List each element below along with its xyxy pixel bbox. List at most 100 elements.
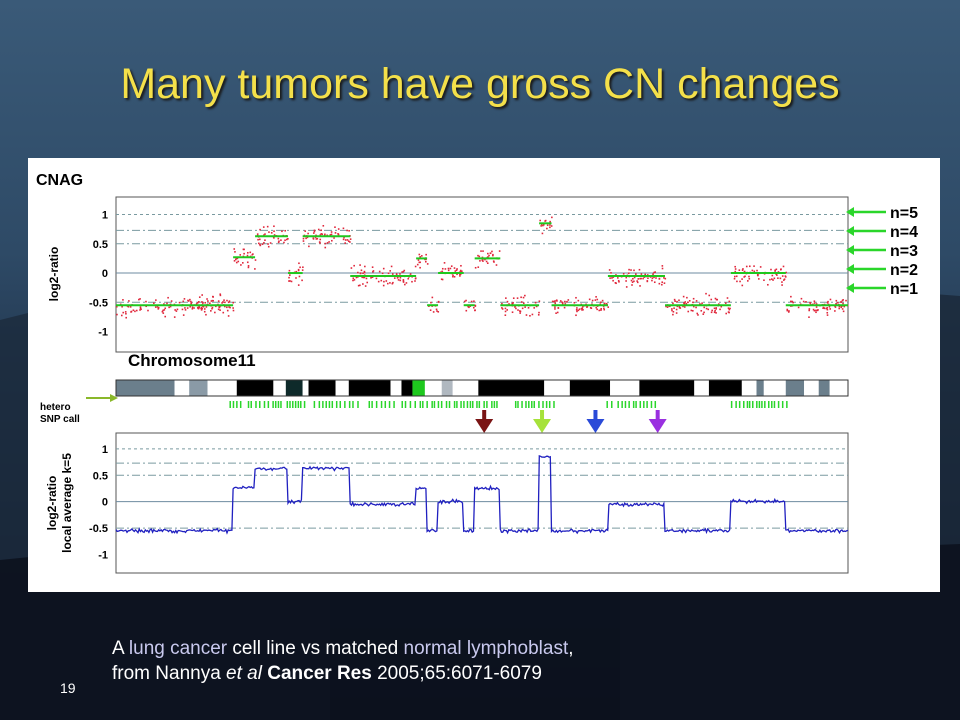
y-tick-label: -0.5 (89, 297, 108, 309)
data-point (312, 232, 315, 234)
data-point (598, 309, 601, 312)
data-point (418, 261, 421, 264)
snp-call-mark (263, 401, 266, 408)
data-point (506, 300, 509, 303)
data-point (334, 226, 336, 228)
data-point (674, 300, 676, 302)
snp-call-mark (767, 401, 770, 408)
data-point (301, 269, 304, 271)
data-point (652, 273, 654, 276)
data-point (493, 261, 495, 263)
data-point (198, 305, 200, 308)
data-point (168, 306, 170, 309)
data-point (324, 242, 327, 245)
snp-call-mark (777, 401, 780, 408)
data-point (156, 306, 159, 308)
snp-call-mark (748, 401, 751, 408)
data-point (316, 237, 319, 240)
data-point (774, 270, 776, 272)
data-point (679, 307, 682, 309)
data-point (207, 300, 209, 302)
data-point (122, 311, 125, 314)
data-point (219, 294, 222, 297)
snp-call-mark (466, 401, 469, 408)
copy-number-arrowhead (846, 283, 854, 293)
snp-call-mark (303, 401, 306, 408)
data-point (642, 277, 644, 280)
data-point (246, 261, 249, 264)
data-point (628, 268, 630, 271)
data-point (140, 308, 142, 311)
data-point (633, 280, 635, 283)
data-point (233, 260, 236, 262)
data-point (399, 276, 402, 279)
data-point (297, 269, 300, 272)
data-point (219, 309, 221, 311)
data-point (187, 299, 189, 302)
data-point (214, 311, 216, 314)
data-point (792, 301, 794, 304)
data-point (577, 299, 580, 302)
data-point (401, 271, 403, 273)
y-tick-label: 0 (102, 497, 108, 509)
data-point (259, 228, 261, 231)
data-point (549, 226, 551, 229)
data-point (346, 229, 348, 232)
data-point (321, 233, 324, 236)
data-point (542, 224, 544, 227)
data-point (741, 284, 744, 287)
data-point (734, 268, 737, 270)
snp-call-mark (453, 401, 456, 408)
chromosome-band (412, 380, 425, 396)
data-point (211, 306, 214, 309)
data-point (736, 280, 738, 283)
snp-call-mark (491, 401, 493, 408)
data-point (630, 269, 632, 271)
data-point (550, 225, 553, 227)
data-point (200, 307, 202, 310)
data-point (582, 305, 584, 308)
data-point (625, 276, 628, 279)
data-point (259, 244, 262, 247)
data-point (769, 278, 771, 281)
data-point (741, 269, 744, 271)
data-point (639, 277, 641, 280)
cnag-label: CNAG (36, 172, 83, 189)
data-point (328, 241, 330, 243)
data-point (533, 307, 535, 309)
data-point (581, 309, 583, 311)
data-point (125, 312, 127, 315)
data-point (473, 300, 475, 303)
data-point (715, 298, 718, 301)
data-point (280, 239, 282, 241)
data-point (212, 295, 214, 298)
caption-highlight-lung-cancer: lung cancer (128, 638, 228, 659)
data-point (784, 276, 787, 278)
data-point (391, 282, 394, 285)
data-point (501, 308, 504, 310)
data-point (783, 279, 785, 281)
data-point (822, 306, 825, 309)
data-point (767, 283, 769, 286)
data-point (714, 297, 717, 300)
data-point (365, 277, 368, 280)
data-point (617, 277, 619, 279)
data-point (256, 233, 259, 235)
data-point (193, 307, 195, 309)
data-point (511, 311, 514, 314)
data-point (538, 311, 540, 314)
data-point (266, 225, 269, 228)
data-point (840, 305, 843, 308)
snp-call-mark (419, 401, 422, 408)
data-point (154, 306, 157, 308)
data-point (840, 301, 842, 303)
data-point (122, 299, 124, 301)
data-point (366, 281, 369, 284)
data-point (588, 298, 591, 301)
data-point (713, 307, 716, 310)
data-point (221, 302, 223, 304)
snp-call-mark (274, 401, 277, 408)
data-point (164, 315, 167, 318)
data-point (815, 311, 817, 314)
data-point (763, 279, 765, 282)
